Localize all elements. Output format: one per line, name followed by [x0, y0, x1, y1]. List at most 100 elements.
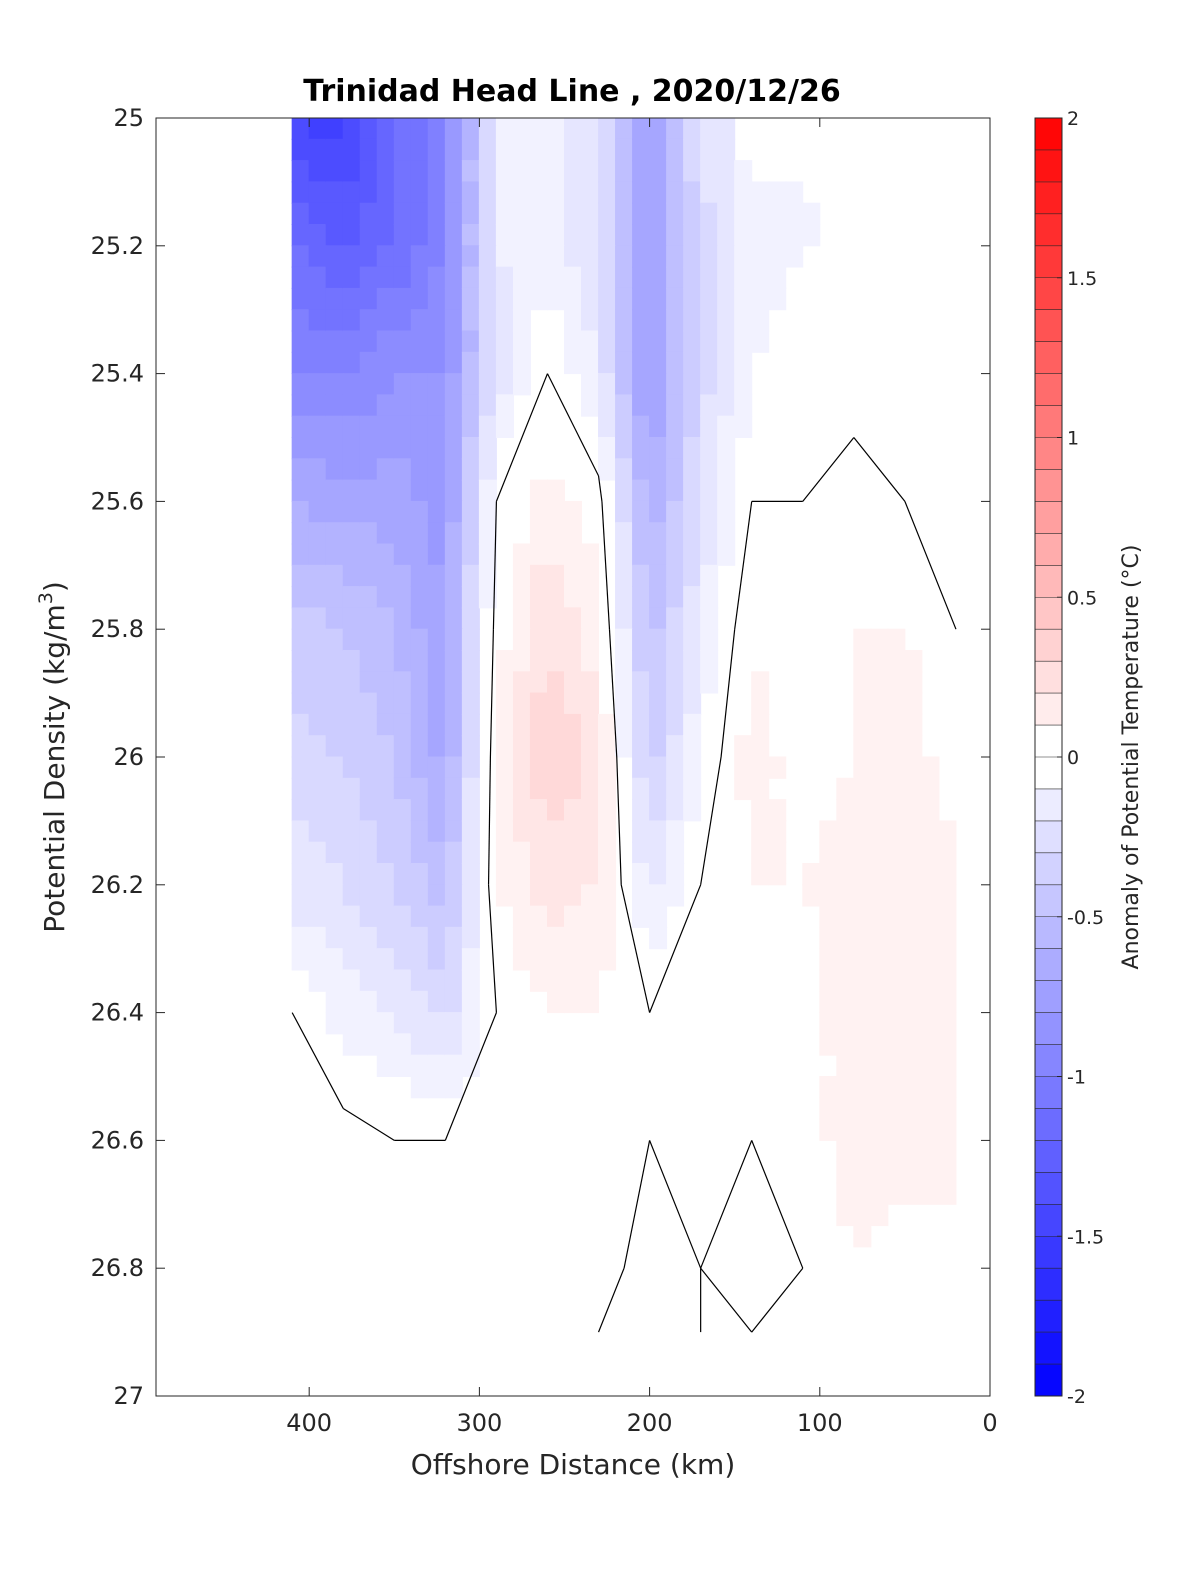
anomaly-cell — [581, 586, 600, 609]
y-tick-label: 25 — [113, 104, 144, 132]
anomaly-cell — [683, 500, 702, 524]
anomaly-cell — [291, 564, 310, 588]
anomaly-cell — [512, 948, 531, 971]
anomaly-cell — [291, 735, 310, 758]
anomaly-cell — [478, 373, 497, 396]
anomaly-cell — [700, 650, 719, 673]
anomaly-cell — [615, 671, 634, 694]
anomaly-cell — [717, 266, 736, 289]
anomaly-cell — [478, 181, 497, 204]
anomaly-cell — [666, 841, 685, 864]
anomaly-cell — [598, 287, 617, 311]
anomaly-cell — [887, 756, 906, 779]
anomaly-cell — [308, 266, 327, 289]
anomaly-cell — [410, 330, 429, 353]
anomaly-cell — [291, 777, 310, 801]
anomaly-cell — [427, 224, 446, 247]
anomaly-cell — [325, 650, 344, 673]
anomaly-cell — [427, 1012, 446, 1035]
colorbar-band — [1035, 277, 1062, 310]
contour-segment — [623, 1140, 651, 1269]
anomaly-cell — [581, 884, 600, 907]
anomaly-cell — [615, 586, 634, 609]
anomaly-cell — [598, 138, 617, 162]
anomaly-cell — [308, 692, 327, 715]
anomaly-cell — [291, 330, 310, 353]
anomaly-cell — [376, 479, 395, 502]
colorbar-band — [1035, 1332, 1062, 1365]
anomaly-cell — [546, 713, 565, 737]
anomaly-cell — [836, 1054, 855, 1077]
anomaly-cell — [291, 181, 310, 204]
anomaly-cell — [359, 1012, 378, 1035]
colorbar-band — [1035, 437, 1062, 470]
anomaly-cell — [512, 905, 531, 928]
anomaly-cell — [581, 841, 600, 864]
anomaly-cell — [581, 351, 600, 375]
anomaly-cell — [734, 735, 753, 758]
anomaly-cell — [717, 138, 736, 162]
anomaly-cell — [904, 926, 923, 950]
anomaly-cell — [359, 266, 378, 289]
anomaly-cell — [427, 671, 446, 694]
anomaly-cell — [342, 586, 361, 609]
anomaly-cell — [308, 160, 327, 183]
anomaly-cell — [598, 820, 617, 843]
contour-segment — [620, 884, 651, 1013]
anomaly-cell — [683, 543, 702, 566]
anomaly-cell — [512, 820, 531, 843]
anomaly-cell — [904, 820, 923, 843]
anomaly-cell — [359, 756, 378, 779]
anomaly-cell — [632, 820, 651, 843]
anomaly-cell — [342, 863, 361, 886]
anomaly-cell — [563, 884, 583, 907]
anomaly-cell — [563, 735, 583, 758]
anomaly-cell — [444, 415, 463, 438]
anomaly-cell — [649, 437, 668, 460]
anomaly-cell — [376, 564, 395, 588]
anomaly-cell — [444, 266, 463, 289]
anomaly-cell — [751, 863, 770, 886]
colorbar-band — [1035, 1076, 1062, 1109]
anomaly-cell — [325, 564, 344, 588]
anomaly-cell — [495, 799, 514, 822]
anomaly-cell — [393, 990, 412, 1014]
anomaly-cell — [427, 713, 446, 737]
anomaly-cell — [410, 479, 429, 502]
anomaly-cell — [427, 287, 446, 311]
anomaly-cell — [444, 1076, 463, 1099]
anomaly-cell — [529, 543, 548, 566]
anomaly-cell — [376, 990, 395, 1014]
anomaly-cell — [598, 245, 617, 268]
anomaly-cell — [291, 287, 310, 311]
anomaly-cell — [904, 1161, 923, 1184]
anomaly-cell — [342, 969, 361, 992]
anomaly-cell — [819, 1076, 838, 1099]
anomaly-cell — [649, 777, 668, 801]
anomaly-cell — [581, 990, 600, 1014]
anomaly-cell — [632, 373, 651, 396]
anomaly-cell — [887, 799, 906, 822]
contour-segment — [751, 1140, 804, 1269]
anomaly-cell — [461, 969, 480, 992]
anomaly-cell — [342, 202, 361, 225]
anomaly-cell — [376, 1012, 395, 1035]
anomaly-cell — [581, 160, 600, 183]
anomaly-cell — [581, 692, 600, 715]
anomaly-cell — [512, 543, 531, 566]
anomaly-cell — [836, 884, 855, 907]
anomaly-cell — [632, 628, 651, 651]
anomaly-cell — [291, 586, 310, 609]
plot-area: 400 300 200 100 0 25 25.2 25.4 25.6 25.8 26 26.2 26… — [91, 104, 998, 1437]
anomaly-cell — [870, 1076, 889, 1099]
anomaly-cell — [495, 266, 514, 289]
anomaly-cell — [512, 926, 531, 950]
anomaly-cell — [683, 309, 702, 332]
anomaly-cell — [393, 351, 412, 375]
anomaly-cell — [649, 586, 668, 609]
anomaly-cell — [291, 118, 310, 140]
anomaly-cell — [495, 820, 514, 843]
anomaly-cell — [478, 266, 497, 289]
anomaly-cell — [359, 777, 378, 801]
anomaly-cell — [359, 586, 378, 609]
